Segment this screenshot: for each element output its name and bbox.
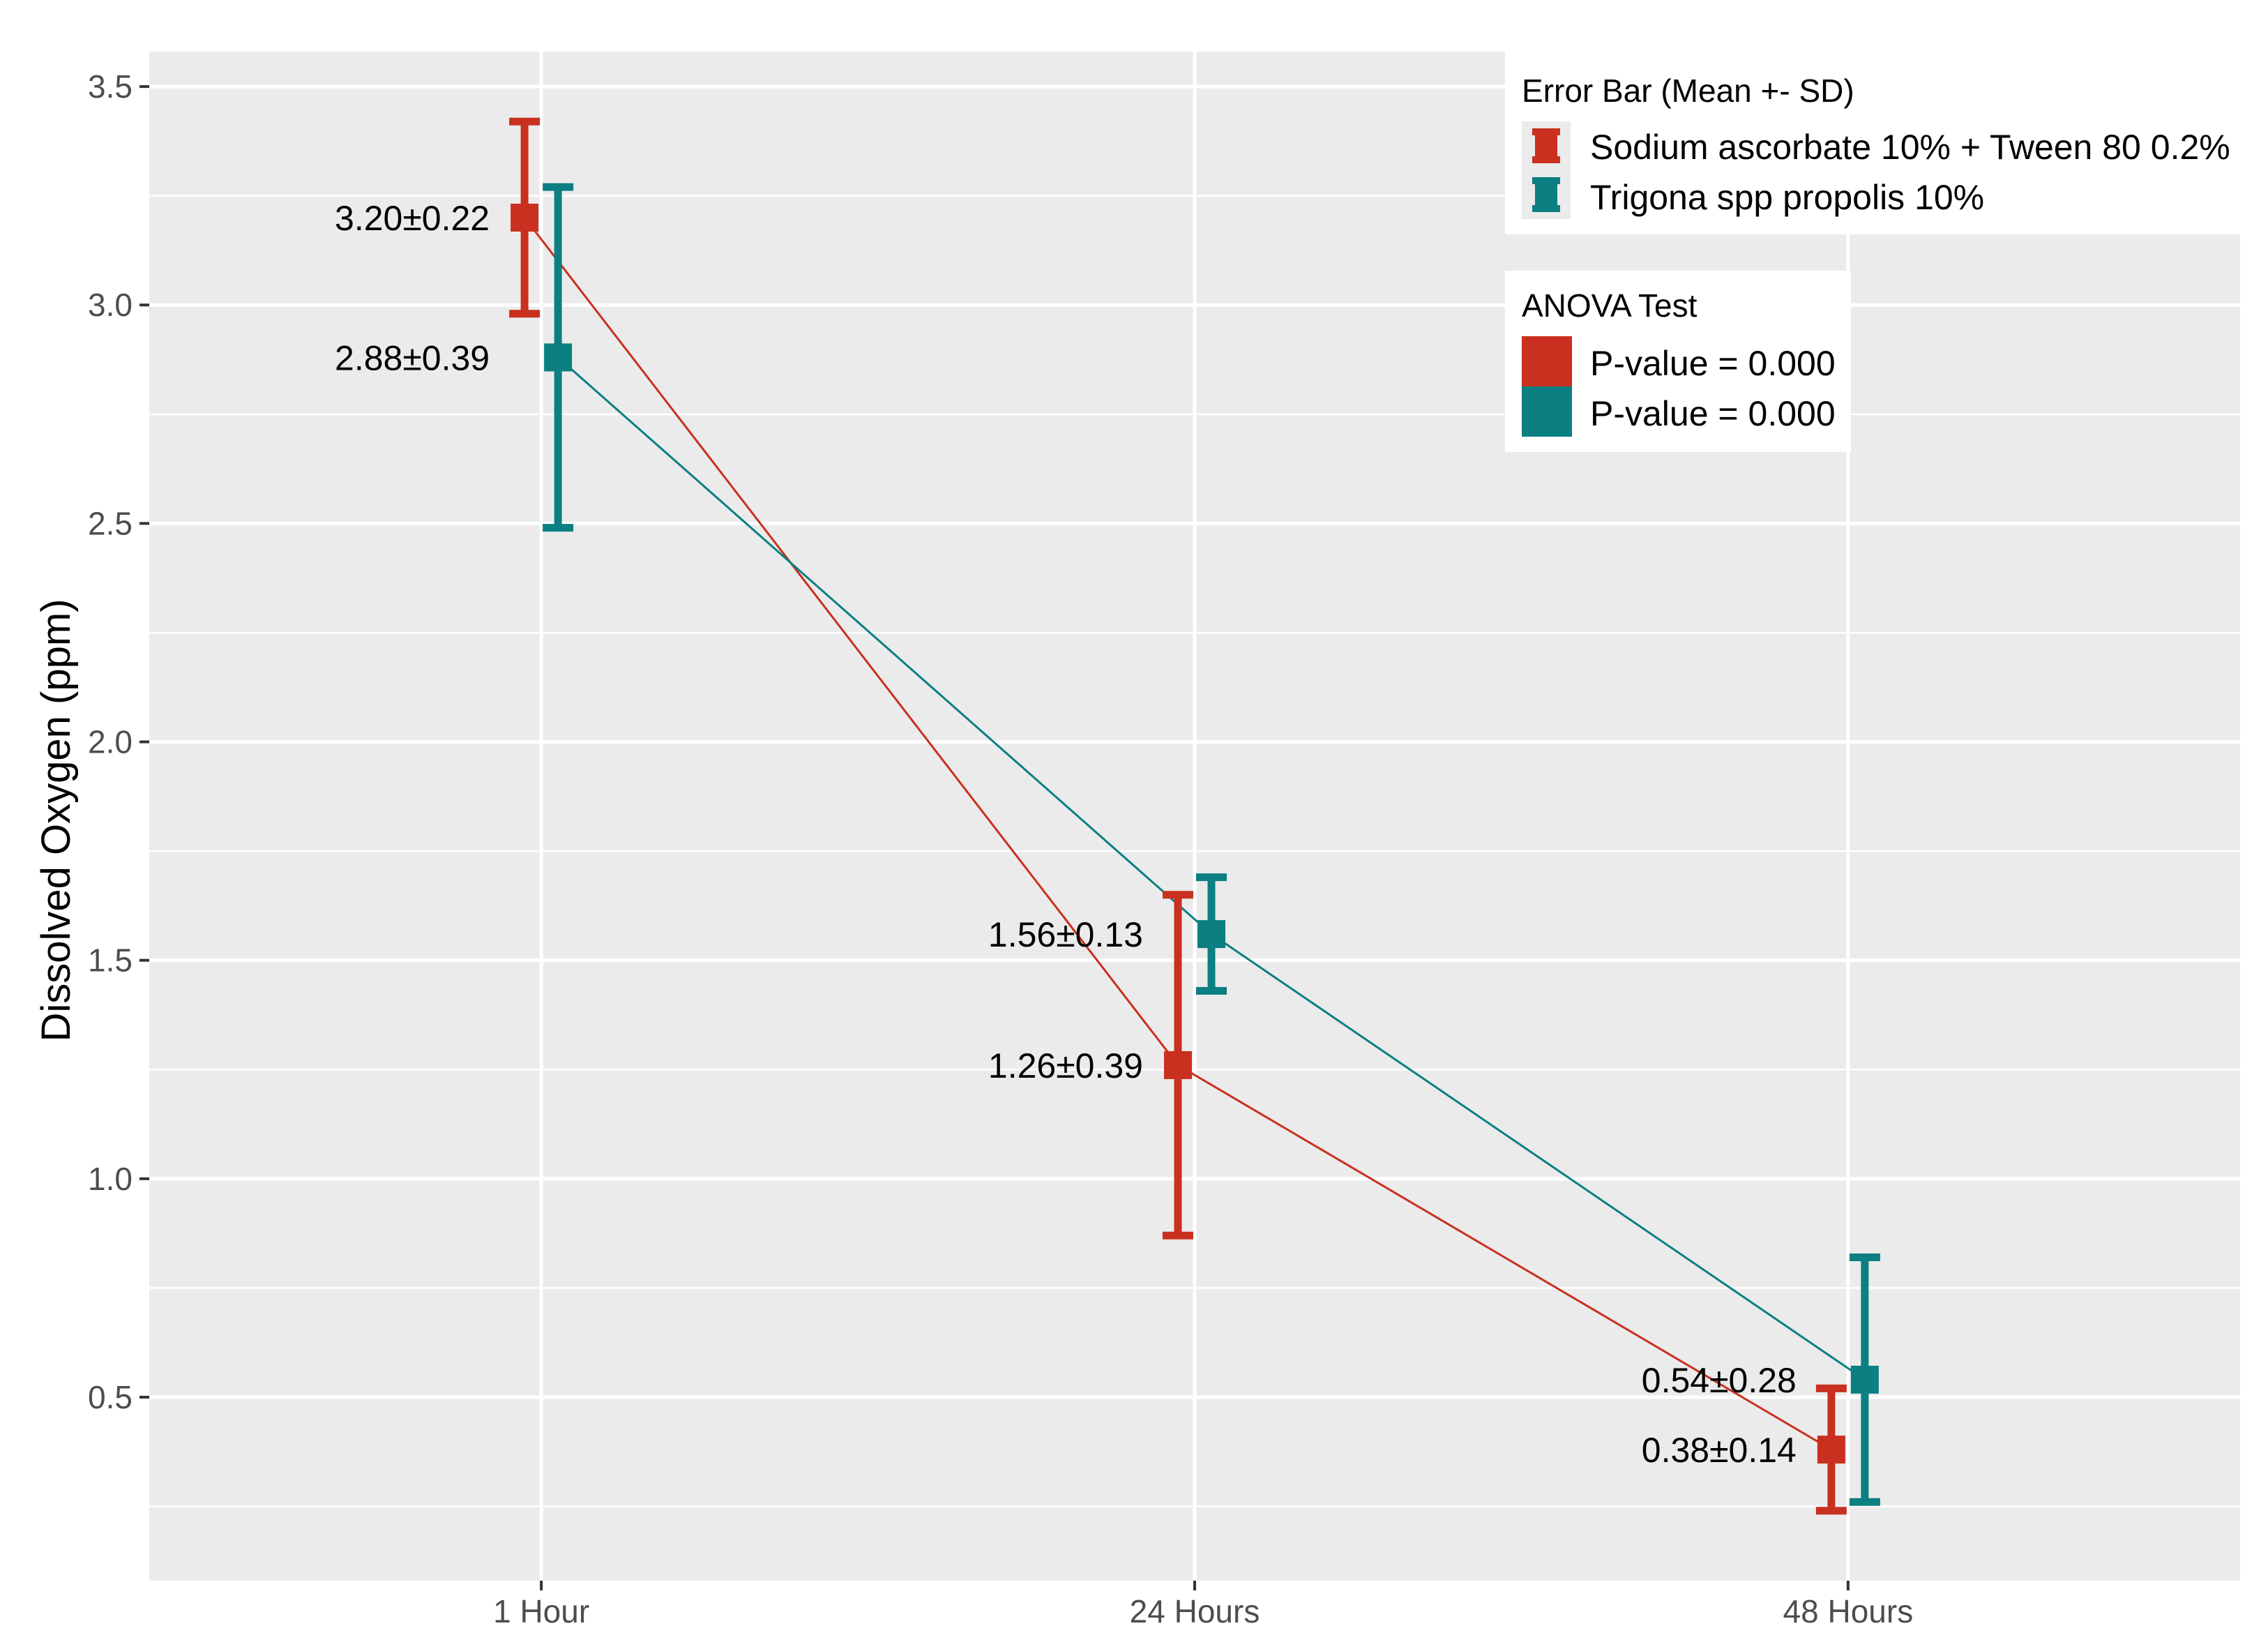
data-label-s1: 0.38±0.14 — [1642, 1431, 1797, 1470]
point-s1 — [1164, 1051, 1192, 1079]
legend-errorbar: Error Bar (Mean +- SD) Sodium ascorbate … — [1505, 52, 2240, 234]
legend-errorbar-background — [1505, 52, 2240, 234]
y-tick-label: 1.0 — [88, 1161, 133, 1197]
point-s2 — [1197, 920, 1225, 949]
data-points — [511, 203, 1879, 1464]
legend-anova-label-1: P-value = 0.000 — [1590, 344, 1836, 383]
data-labels: 3.20±0.22 1.26±0.39 0.38±0.14 2.88±0.39 1.56… — [335, 199, 1797, 1470]
y-axis-ticks: 0.5 1.0 1.5 2.0 2.5 3.0 3.5 — [88, 68, 149, 1415]
point-s1 — [1817, 1436, 1845, 1464]
data-label-s1: 3.20±0.22 — [335, 199, 490, 238]
y-tick-label: 1.5 — [88, 942, 133, 979]
legend-errorbar-label-1: Sodium ascorbate 10% + Tween 80 0.2% — [1590, 128, 2230, 167]
point-s2 — [544, 343, 573, 372]
legend-anova-swatch-2 — [1522, 386, 1572, 437]
point-s2 — [1850, 1365, 1879, 1394]
legend-errorbar-title: Error Bar (Mean +- SD) — [1522, 73, 1854, 109]
legend-anova: ANOVA Test P-value = 0.000 P-value = 0.0… — [1505, 271, 1851, 452]
data-label-s1: 1.26±0.39 — [988, 1046, 1143, 1085]
x-tick-label: 48 Hours — [1783, 1593, 1914, 1629]
y-axis-title: Dissolved Oxygen (ppm) — [33, 599, 79, 1042]
y-tick-label: 3.5 — [88, 68, 133, 105]
y-tick-label: 3.0 — [88, 287, 133, 323]
legend-errorbar-label-2: Trigona spp propolis 10% — [1590, 178, 1984, 217]
x-tick-label: 24 Hours — [1130, 1593, 1260, 1629]
grid-major — [149, 52, 2240, 1581]
y-tick-label: 2.5 — [88, 505, 133, 541]
legend-errorbar-key-1 — [1522, 121, 1571, 170]
point-s1 — [511, 203, 539, 232]
x-axis-ticks: 1 Hour 24 Hours 48 Hours — [493, 1581, 1913, 1629]
data-label-s2: 1.56±0.13 — [988, 915, 1143, 954]
data-label-s2: 0.54±0.28 — [1642, 1361, 1797, 1400]
legend-anova-title: ANOVA Test — [1522, 287, 1698, 324]
y-tick-label: 0.5 — [88, 1379, 133, 1415]
data-label-s2: 2.88±0.39 — [335, 338, 490, 377]
legend-anova-label-2: P-value = 0.000 — [1590, 394, 1836, 433]
y-tick-label: 2.0 — [88, 724, 133, 760]
legend-anova-swatch-1 — [1522, 336, 1572, 386]
x-tick-label: 1 Hour — [493, 1593, 589, 1629]
legend-errorbar-key-2 — [1522, 170, 1571, 219]
